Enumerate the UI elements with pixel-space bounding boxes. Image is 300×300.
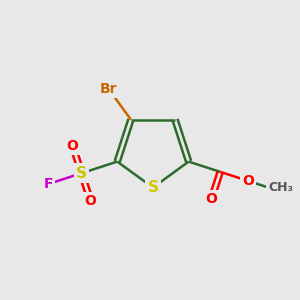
Text: F: F xyxy=(44,177,53,191)
Text: CH₃: CH₃ xyxy=(268,181,293,194)
Text: S: S xyxy=(148,180,158,195)
Text: O: O xyxy=(242,174,254,188)
Text: Br: Br xyxy=(100,82,118,96)
Text: O: O xyxy=(206,192,217,206)
Text: O: O xyxy=(85,194,96,208)
Text: O: O xyxy=(67,139,79,153)
Text: S: S xyxy=(76,166,87,181)
